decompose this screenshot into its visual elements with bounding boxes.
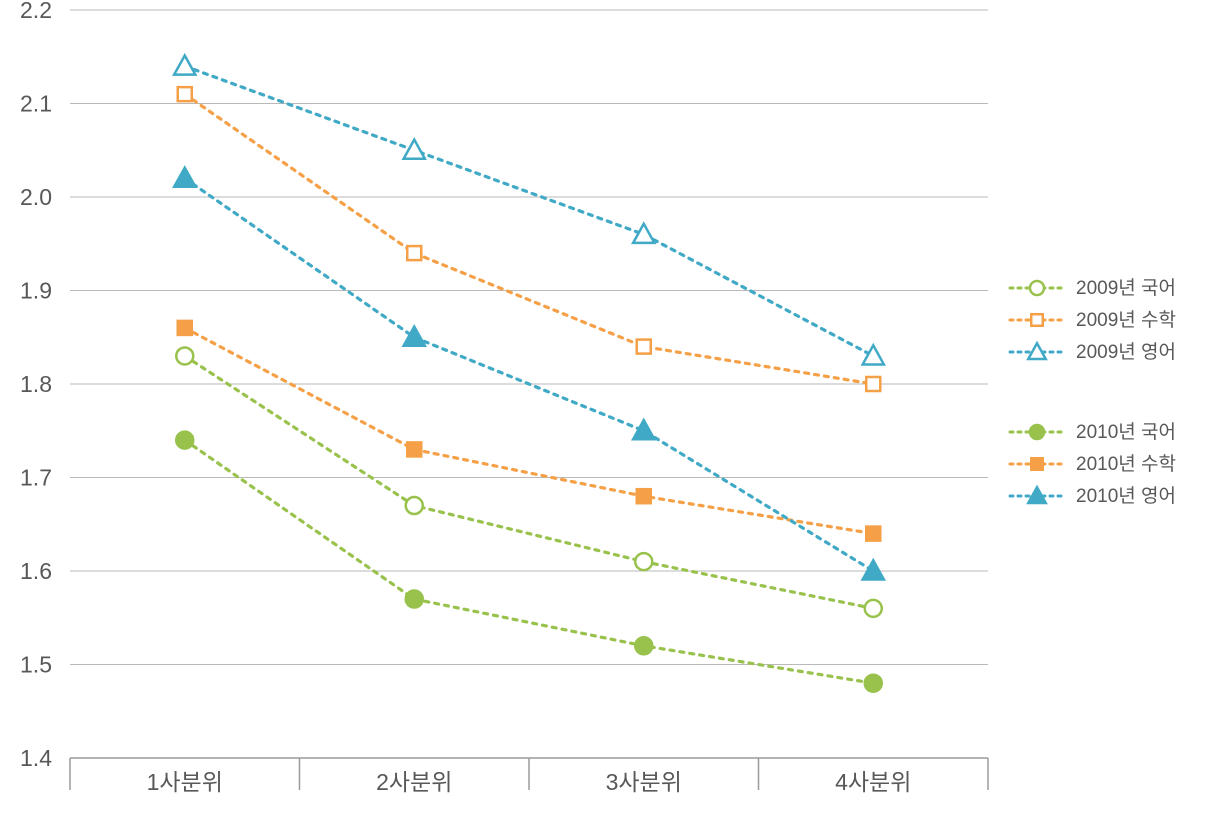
marker-square-open <box>1031 314 1043 326</box>
marker-circle-filled <box>865 675 882 692</box>
marker-circle-open <box>635 553 652 570</box>
marker-circle-filled <box>635 637 652 654</box>
legend-label: 2010년 영어 <box>1076 485 1176 507</box>
marker-square-filled <box>1031 458 1043 470</box>
x-axis-tick-label: 2사분위 <box>376 769 452 795</box>
marker-square-filled <box>866 527 880 541</box>
marker-square-open <box>407 246 421 260</box>
marker-square-open <box>637 340 651 354</box>
y-axis-tick-label: 1.6 <box>20 558 52 584</box>
y-axis-tick-label: 1.8 <box>20 371 52 397</box>
marker-circle-open <box>865 600 882 617</box>
marker-square-filled <box>407 442 421 456</box>
y-axis-tick-label: 2.2 <box>20 0 52 23</box>
legend-label: 2009년 국어 <box>1076 277 1176 299</box>
y-axis-tick-label: 1.4 <box>20 745 52 771</box>
legend-label: 2009년 영어 <box>1076 341 1176 363</box>
y-axis-tick-label: 1.5 <box>20 652 52 678</box>
x-axis-tick-label: 4사분위 <box>835 769 911 795</box>
marker-circle-filled <box>1030 425 1044 439</box>
legend-label: 2010년 수학 <box>1076 453 1176 475</box>
chart-container: 1.4 1.5 1.6 1.7 1.8 1.9 2.0 2.1 2.2 1사분위 2사분위 3사분위 4… <box>0 0 1219 817</box>
y-axis-tick-label: 2.1 <box>20 91 52 117</box>
y-axis-tick-label: 1.9 <box>20 278 52 304</box>
line-chart: 1.4 1.5 1.6 1.7 1.8 1.9 2.0 2.1 2.2 1사분위 2사분위 3사분위 4… <box>0 0 1219 817</box>
marker-square-open <box>178 87 192 101</box>
marker-circle-filled <box>406 591 423 608</box>
legend-label: 2010년 국어 <box>1076 421 1176 443</box>
marker-circle-open <box>406 497 423 514</box>
legend-item: 2009년 국어 <box>1010 277 1176 299</box>
y-axis-tick-label: 1.7 <box>20 465 52 491</box>
marker-circle-open <box>176 347 193 364</box>
legend-item: 2010년 국어 <box>1010 421 1176 443</box>
x-axis-tick-label: 3사분위 <box>606 769 682 795</box>
x-axis-tick-label: 1사분위 <box>147 769 223 795</box>
y-axis-tick-label: 2.0 <box>20 184 52 210</box>
legend-label: 2009년 수학 <box>1076 309 1176 331</box>
marker-square-open <box>866 377 880 391</box>
marker-circle-filled <box>176 432 193 449</box>
marker-square-filled <box>178 321 192 335</box>
marker-circle-open <box>1030 281 1044 295</box>
marker-square-filled <box>637 489 651 503</box>
